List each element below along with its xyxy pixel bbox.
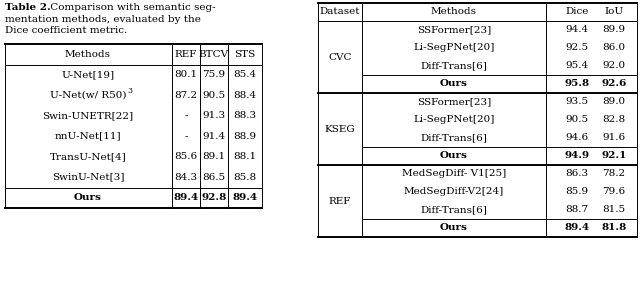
Text: SSFormer[23]: SSFormer[23] — [417, 26, 491, 35]
Text: 92.6: 92.6 — [602, 79, 627, 88]
Text: 86.3: 86.3 — [565, 169, 589, 179]
Text: 87.2: 87.2 — [175, 91, 198, 100]
Text: 92.1: 92.1 — [602, 151, 627, 160]
Text: Dice: Dice — [565, 8, 589, 17]
Text: 94.9: 94.9 — [564, 151, 589, 160]
Text: -: - — [184, 132, 188, 141]
Text: 80.1: 80.1 — [175, 70, 198, 79]
Text: mentation methods, evaluated by the: mentation methods, evaluated by the — [5, 14, 201, 23]
Text: IoU: IoU — [604, 8, 623, 17]
Text: 90.5: 90.5 — [202, 91, 225, 100]
Text: -: - — [184, 111, 188, 120]
Text: 91.4: 91.4 — [202, 132, 225, 141]
Text: Diff-Trans[6]: Diff-Trans[6] — [420, 133, 488, 142]
Text: 75.9: 75.9 — [202, 70, 225, 79]
Text: 93.5: 93.5 — [565, 97, 589, 106]
Text: 86.5: 86.5 — [202, 173, 225, 182]
Text: nnU-Net[11]: nnU-Net[11] — [54, 132, 122, 141]
Text: Comparison with semantic seg-: Comparison with semantic seg- — [47, 3, 215, 12]
Text: 92.8: 92.8 — [202, 193, 227, 202]
Text: MedSegDiff-V2[24]: MedSegDiff-V2[24] — [404, 188, 504, 197]
Text: U-Net[19]: U-Net[19] — [61, 70, 115, 79]
Text: 89.9: 89.9 — [602, 26, 625, 35]
Text: Dice coefficient metric.: Dice coefficient metric. — [5, 26, 127, 35]
Text: TransU-Net[4]: TransU-Net[4] — [50, 152, 126, 161]
Text: 78.2: 78.2 — [602, 169, 625, 179]
Text: 81.8: 81.8 — [602, 224, 627, 233]
Text: 79.6: 79.6 — [602, 188, 625, 197]
Text: Ours: Ours — [74, 193, 102, 202]
Text: KSEG: KSEG — [324, 124, 355, 133]
Text: 91.3: 91.3 — [202, 111, 225, 120]
Text: 88.1: 88.1 — [234, 152, 257, 161]
Text: 85.8: 85.8 — [234, 173, 257, 182]
Text: Diff-Trans[6]: Diff-Trans[6] — [420, 206, 488, 215]
Text: Ours: Ours — [440, 79, 468, 88]
Text: STS: STS — [234, 50, 255, 59]
Text: 89.4: 89.4 — [564, 224, 589, 233]
Text: CVC: CVC — [328, 52, 352, 61]
Text: 88.7: 88.7 — [565, 206, 589, 215]
Text: 89.4: 89.4 — [173, 193, 198, 202]
Text: 88.4: 88.4 — [234, 91, 257, 100]
Text: Ours: Ours — [440, 151, 468, 160]
Text: 3: 3 — [127, 87, 132, 95]
Text: 94.4: 94.4 — [565, 26, 589, 35]
Text: MedSegDiff- V1[25]: MedSegDiff- V1[25] — [402, 169, 506, 179]
Text: 90.5: 90.5 — [565, 115, 589, 124]
Text: 95.8: 95.8 — [564, 79, 589, 88]
Text: 89.0: 89.0 — [602, 97, 625, 106]
Text: Dataset: Dataset — [320, 8, 360, 17]
Text: 86.0: 86.0 — [602, 44, 625, 52]
Text: BTCV: BTCV — [199, 50, 229, 59]
Text: 85.9: 85.9 — [565, 188, 589, 197]
Text: Li-SegPNet[20]: Li-SegPNet[20] — [413, 115, 495, 124]
Text: 95.4: 95.4 — [565, 61, 589, 70]
Text: Swin-UNETR[22]: Swin-UNETR[22] — [42, 111, 134, 120]
Text: 88.3: 88.3 — [234, 111, 257, 120]
Text: 82.8: 82.8 — [602, 115, 625, 124]
Text: 94.6: 94.6 — [565, 133, 589, 142]
Text: 92.5: 92.5 — [565, 44, 589, 52]
Text: 85.6: 85.6 — [175, 152, 198, 161]
Text: 89.1: 89.1 — [202, 152, 225, 161]
Text: Methods: Methods — [431, 8, 477, 17]
Text: 84.3: 84.3 — [175, 173, 198, 182]
Text: 88.9: 88.9 — [234, 132, 257, 141]
Text: U-Net(w/ R50): U-Net(w/ R50) — [50, 91, 126, 100]
Text: SSFormer[23]: SSFormer[23] — [417, 97, 491, 106]
Text: Ours: Ours — [440, 224, 468, 233]
Text: REF: REF — [175, 50, 197, 59]
Text: Li-SegPNet[20]: Li-SegPNet[20] — [413, 44, 495, 52]
Text: 81.5: 81.5 — [602, 206, 625, 215]
Text: 91.6: 91.6 — [602, 133, 625, 142]
Text: Diff-Trans[6]: Diff-Trans[6] — [420, 61, 488, 70]
Text: 89.4: 89.4 — [232, 193, 257, 202]
Text: 92.0: 92.0 — [602, 61, 625, 70]
Text: 85.4: 85.4 — [234, 70, 257, 79]
Text: REF: REF — [329, 197, 351, 206]
Text: SwinU-Net[3]: SwinU-Net[3] — [52, 173, 124, 182]
Text: Table 2.: Table 2. — [5, 3, 51, 12]
Text: Methods: Methods — [65, 50, 111, 59]
